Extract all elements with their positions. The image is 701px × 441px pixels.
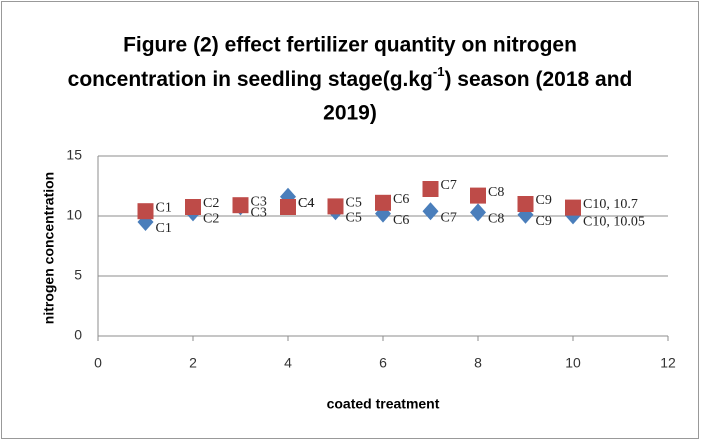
marker: [565, 199, 581, 216]
y-tick-label: 5: [74, 267, 82, 283]
marker: [517, 196, 534, 212]
marker: [185, 199, 201, 215]
point-label: C8: [488, 212, 504, 227]
x-tick-label: 8: [474, 355, 482, 371]
x-tick-label: 12: [660, 355, 676, 371]
point-label: C5: [346, 210, 362, 225]
point-label: C6: [393, 192, 409, 207]
point-label: C3: [251, 206, 267, 221]
point-label: C10, 10.7: [583, 197, 638, 212]
y-tick-label: 10: [66, 207, 82, 223]
point-label: C7: [441, 210, 457, 225]
marker: [327, 198, 344, 215]
marker: [470, 187, 486, 204]
point-label: C3: [251, 194, 267, 209]
x-tick-label: 2: [189, 355, 197, 371]
point-label: C2: [203, 196, 219, 211]
point-label: C8: [488, 185, 504, 200]
point-label: C2: [203, 212, 219, 227]
marker: [422, 202, 439, 221]
x-tick-label: 6: [379, 355, 387, 371]
title-part: -1: [433, 64, 445, 79]
title-part: ) season (2018 and: [444, 68, 632, 91]
point-label: C1: [156, 200, 172, 215]
marker: [137, 203, 154, 220]
marker: [232, 197, 249, 214]
x-tick-label: 0: [94, 355, 102, 371]
y-tick-label: 0: [74, 327, 82, 343]
x-tick-label: 4: [284, 355, 292, 371]
marker: [470, 203, 486, 222]
point-label: C10, 10.05: [583, 215, 645, 230]
point-label: C5: [346, 196, 362, 211]
chart-title: concentration in seedling stage(g.kg-1) …: [68, 64, 633, 91]
point-label: C1: [156, 221, 172, 236]
y-axis-title: nitrogen concentration: [41, 172, 57, 324]
x-tick-label: 10: [565, 355, 581, 371]
point-label: C9: [536, 214, 552, 229]
point-label: C6: [393, 213, 409, 228]
marker: [375, 194, 391, 211]
marker: [422, 181, 439, 197]
chart-title: 2019): [323, 102, 377, 125]
point-label: C7: [441, 178, 457, 193]
point-label: C9: [536, 193, 552, 208]
marker: [280, 199, 296, 215]
title-part: concentration in seedling stage(g.kg: [68, 68, 433, 91]
x-axis-title: coated treatment: [327, 396, 440, 412]
y-tick-label: 15: [66, 147, 82, 163]
point-label: C4: [298, 196, 314, 211]
point-label: C4: [298, 196, 314, 211]
chart-title: Figure (2) effect fertilizer quantity on…: [123, 34, 577, 57]
